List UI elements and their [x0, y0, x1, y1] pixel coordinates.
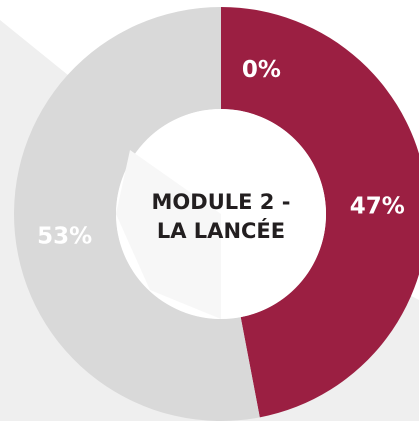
value-label: 0%	[242, 57, 281, 83]
donut	[14, 7, 419, 421]
slice	[14, 7, 260, 421]
center-label: LA LANCÉE	[157, 218, 285, 243]
slice	[221, 7, 419, 418]
value-label: 53%	[37, 223, 92, 249]
center-label: MODULE 2 -	[152, 190, 291, 214]
hole-shade	[116, 150, 221, 319]
value-label: 47%	[350, 194, 405, 220]
